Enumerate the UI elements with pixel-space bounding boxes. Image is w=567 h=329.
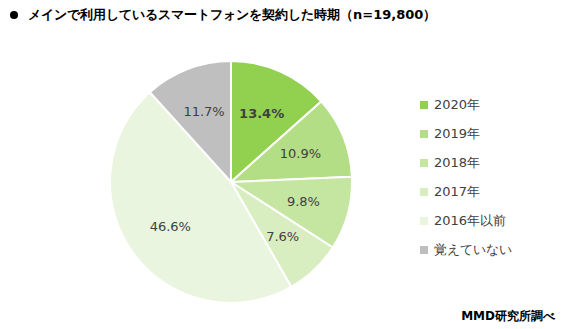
svg-text:46.6%: 46.6%	[150, 219, 191, 234]
html-text:2016年以前: 2016年以前	[434, 212, 507, 228]
svg-text:10.9%: 10.9%	[280, 146, 321, 161]
html-text:メインで利用しているスマートフォンを契約した時期（n=19,: メインで利用しているスマートフォンを契約した時期（n=19,800）	[28, 7, 437, 22]
svg-text:9.8%: 9.8%	[287, 194, 320, 209]
svg-text:7.6%: 7.6%	[266, 229, 299, 244]
html-text:2017年: 2017年	[434, 183, 481, 199]
svg-text:13.4%: 13.4%	[239, 106, 284, 121]
svg-text:11.7%: 11.7%	[183, 104, 224, 119]
html-text:2019年: 2019年	[434, 125, 481, 141]
html-text:2018年: 2018年	[434, 154, 481, 170]
html-text:覚えていない: 覚えていない	[434, 241, 512, 257]
html-text:MMD研究所調べ: MMD研究所調べ	[461, 309, 555, 323]
html-text:2020年: 2020年	[434, 96, 481, 112]
